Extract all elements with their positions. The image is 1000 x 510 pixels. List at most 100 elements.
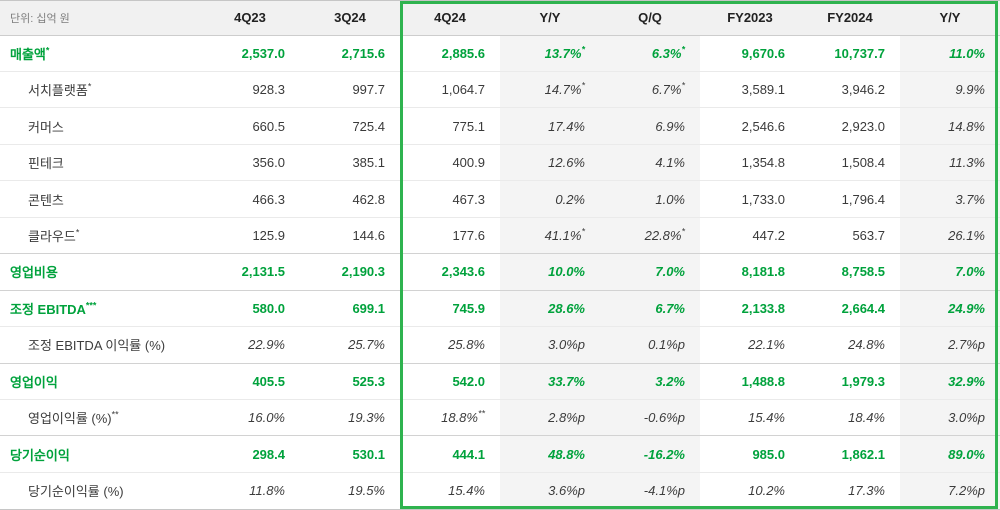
- cell-operating-profit-fy2024: 1,979.3: [800, 362, 900, 400]
- table-header-row: 단위: 십억 원 4Q23 3Q24 4Q24 Y/Y Q/Q FY2023 F…: [0, 1, 1000, 36]
- table-row-operating-profit: 영업이익 405.5 525.3 542.0 33.7% 3.2% 1,488.8 1,979…: [0, 362, 1000, 400]
- table-row-content: 콘텐츠 466.3 462.8 467.3 0.2% 1.0% 1,733.0 1,796.4…: [0, 180, 1000, 218]
- cell-net-profit-fy-yoy: 89.0%: [900, 435, 1000, 473]
- cell-content-3q24: 462.8: [300, 180, 400, 218]
- row-label-revenue: 매출액*: [10, 45, 50, 62]
- cell-operating-profit-yoy: 33.7%: [500, 362, 600, 400]
- cell-revenue-yoy: 13.7%*: [500, 35, 600, 72]
- cell-commerce-3q24: 725.4: [300, 107, 400, 145]
- table-row-operating-profit-margin: 영업이익률 (%)** 16.0% 19.3% 18.8%** 2.8%p -0.6%p 1…: [0, 399, 1000, 436]
- cell-content-qoq: 1.0%: [600, 180, 700, 218]
- cell-revenue-4q24: 2,885.6: [441, 45, 485, 61]
- cell-net-profit-4q23: 298.4: [200, 435, 300, 473]
- cell-search-platform-3q24: 997.7: [300, 70, 400, 108]
- cell-adjusted-ebitda-fy-yoy: 24.9%: [900, 289, 1000, 327]
- row-label-commerce: 커머스: [0, 107, 200, 145]
- row-label-net-profit: 당기순이익: [0, 435, 200, 473]
- cell-content-yoy: 0.2%: [500, 180, 600, 218]
- cell-operating-profit-margin-4q24: 18.8%**: [400, 399, 500, 436]
- cell-operating-expenses-yoy: 10.0%: [500, 253, 600, 291]
- cell-adjusted-ebitda-margin-4q23: 22.9%: [200, 326, 300, 364]
- row-label-content: 콘텐츠: [0, 180, 200, 218]
- cell-operating-profit-4q23: 405.5: [200, 362, 300, 400]
- column-header-fy2024: FY2024: [800, 1, 900, 36]
- cell-net-profit-4q24: 444.1: [400, 435, 500, 473]
- column-header-3q24: 3Q24: [300, 1, 400, 36]
- cell-operating-profit-3q24: 525.3: [300, 362, 400, 400]
- row-label-search-platform: 서치플랫폼*: [0, 70, 200, 108]
- cell-search-platform-4q24: 1,064.7: [400, 70, 500, 108]
- cell-operating-profit-margin-3q24: 19.3%: [300, 399, 400, 436]
- cell-operating-profit-4q24: 542.0: [400, 362, 500, 400]
- cell-net-profit-yoy: 48.8%: [500, 435, 600, 473]
- cell-search-platform-fy-yoy: 9.9%: [900, 70, 1000, 108]
- cell-adjusted-ebitda-fy2023: 2,133.8: [700, 289, 800, 327]
- cell-operating-expenses-qoq: 7.0%: [600, 253, 700, 291]
- cell-net-profit-margin-fy2024: 17.3%: [800, 471, 900, 509]
- cell-fintech-3q24: 385.1: [300, 143, 400, 181]
- cell-revenue-3q24: 2,715.6: [341, 45, 385, 61]
- cell-search-platform-qoq: 6.7%*: [600, 70, 700, 108]
- cell-adjusted-ebitda-margin-fy-yoy: 2.7%p: [900, 326, 1000, 364]
- cell-net-profit-margin-yoy: 3.6%p: [500, 471, 600, 509]
- cell-adjusted-ebitda-3q24: 699.1: [300, 289, 400, 327]
- cell-cloud-qoq: 22.8%*: [600, 216, 700, 254]
- cell-commerce-fy2023: 2,546.6: [700, 107, 800, 145]
- column-header-qoq: Q/Q: [600, 1, 700, 36]
- cell-operating-expenses-3q24: 2,190.3: [300, 253, 400, 291]
- cell-net-profit-margin-fy-yoy: 7.2%p: [900, 471, 1000, 509]
- cell-search-platform-yoy: 14.7%*: [500, 70, 600, 108]
- cell-search-platform-4q23: 928.3: [200, 70, 300, 108]
- cell-revenue-fy2023: 9,670.6: [741, 45, 785, 61]
- cell-cloud-3q24: 144.6: [300, 216, 400, 254]
- cell-cloud-4q23: 125.9: [200, 216, 300, 254]
- cell-fintech-fy2023: 1,354.8: [700, 143, 800, 181]
- cell-revenue-4q23: 2,537.0: [241, 45, 285, 61]
- cell-fintech-qoq: 4.1%: [600, 143, 700, 181]
- table-row-cloud: 클라우드* 125.9 144.6 177.6 41.1%* 22.8%* 447.2 563…: [0, 216, 1000, 254]
- table-row-operating-expenses: 영업비용 2,131.5 2,190.3 2,343.6 10.0% 7.0% 8,181.…: [0, 253, 1000, 291]
- cell-content-fy-yoy: 3.7%: [900, 180, 1000, 218]
- cell-net-profit-fy2024: 1,862.1: [800, 435, 900, 473]
- table-row-adjusted-ebitda-margin: 조정 EBITDA 이익률 (%) 22.9% 25.7% 25.8% 3.0%p 0.1…: [0, 326, 1000, 364]
- cell-content-4q23: 466.3: [200, 180, 300, 218]
- cell-revenue-fy2024: 10,737.7: [834, 45, 885, 61]
- cell-adjusted-ebitda-4q23: 580.0: [200, 289, 300, 327]
- row-label-operating-profit-margin: 영업이익률 (%)**: [0, 399, 200, 436]
- row-label-operating-expenses: 영업비용: [0, 253, 200, 291]
- cell-net-profit-qoq: -16.2%: [600, 435, 700, 473]
- cell-operating-profit-margin-fy2023: 15.4%: [700, 399, 800, 436]
- cell-adjusted-ebitda-yoy: 28.6%: [500, 289, 600, 327]
- cell-adjusted-ebitda-margin-3q24: 25.7%: [300, 326, 400, 364]
- cell-commerce-4q24: 775.1: [400, 107, 500, 145]
- table-row-net-profit-margin: 당기순이익률 (%) 11.8% 19.5% 15.4% 3.6%p -4.1%p 10.2…: [0, 471, 1000, 509]
- unit-label: 단위: 십억 원: [0, 1, 200, 36]
- cell-adjusted-ebitda-margin-qoq: 0.1%p: [600, 326, 700, 364]
- cell-adjusted-ebitda-margin-fy2024: 24.8%: [800, 326, 900, 364]
- cell-operating-expenses-fy-yoy: 7.0%: [900, 253, 1000, 291]
- cell-operating-profit-fy2023: 1,488.8: [700, 362, 800, 400]
- table-row-revenue: 매출액* 2,537.0 2,715.6 2,885.6 13.7%* 6.3%* 9,67…: [0, 35, 1000, 72]
- cell-adjusted-ebitda-4q24: 745.9: [400, 289, 500, 327]
- table-row-adjusted-ebitda: 조정 EBITDA*** 580.0 699.1 745.9 28.6% 6.7% 2,13…: [0, 289, 1000, 327]
- cell-commerce-yoy: 17.4%: [500, 107, 600, 145]
- cell-net-profit-margin-4q23: 11.8%: [200, 471, 300, 509]
- table-body: 매출액* 2,537.0 2,715.6 2,885.6 13.7%* 6.3%* 9,67…: [0, 35, 1000, 509]
- cell-content-fy2023: 1,733.0: [700, 180, 800, 218]
- cell-operating-profit-margin-yoy: 2.8%p: [500, 399, 600, 436]
- column-header-fy2023: FY2023: [700, 1, 800, 36]
- cell-operating-profit-margin-fy2024: 18.4%: [800, 399, 900, 436]
- cell-operating-profit-margin-4q23: 16.0%: [200, 399, 300, 436]
- cell-fintech-fy-yoy: 11.3%: [900, 143, 1000, 181]
- cell-fintech-yoy: 12.6%: [500, 143, 600, 181]
- row-label-adjusted-ebitda: 조정 EBITDA***: [0, 289, 200, 327]
- table-row-search-platform: 서치플랫폼* 928.3 997.7 1,064.7 14.7%* 6.7%* 3,589.…: [0, 70, 1000, 108]
- table-row-fintech: 핀테크 356.0 385.1 400.9 12.6% 4.1% 1,354.8 1,508.…: [0, 143, 1000, 181]
- cell-net-profit-fy2023: 985.0: [700, 435, 800, 473]
- cell-operating-expenses-fy2024: 8,758.5: [800, 253, 900, 291]
- cell-operating-profit-margin-qoq: -0.6%p: [600, 399, 700, 436]
- cell-commerce-fy-yoy: 14.8%: [900, 107, 1000, 145]
- cell-net-profit-3q24: 530.1: [300, 435, 400, 473]
